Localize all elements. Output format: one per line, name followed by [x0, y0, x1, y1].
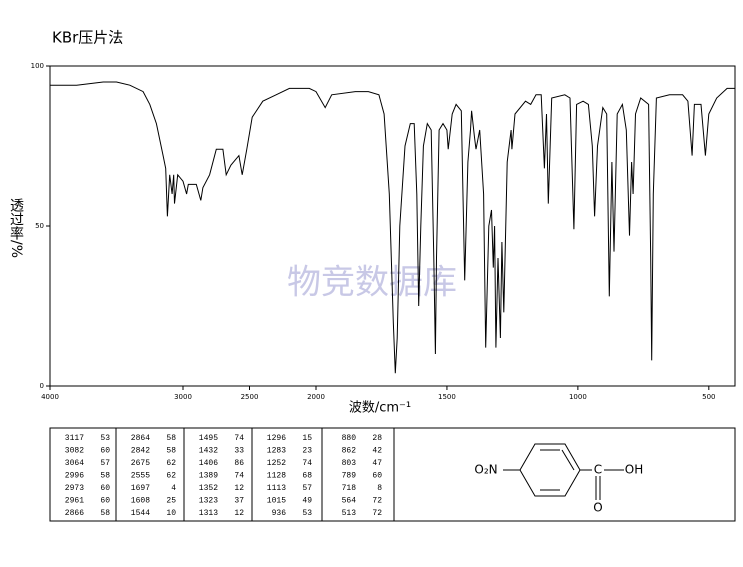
peak-wavenumber: 803 [342, 459, 357, 468]
peak-wavenumber: 1323 [199, 497, 218, 506]
peak-wavenumber: 1389 [199, 472, 218, 481]
peak-wavenumber: 1432 [199, 447, 218, 456]
peak-transmittance: 86 [234, 459, 244, 468]
peak-transmittance: 74 [302, 459, 312, 468]
peak-wavenumber: 3082 [65, 447, 84, 456]
peak-transmittance: 60 [100, 447, 110, 456]
peak-transmittance: 23 [302, 447, 312, 456]
x-tick-label: 3000 [174, 393, 192, 401]
peak-transmittance: 74 [234, 472, 244, 481]
peak-transmittance: 72 [372, 497, 382, 506]
x-tick-label: 1500 [438, 393, 456, 401]
y-tick-label: 100 [31, 62, 44, 70]
peak-wavenumber: 2864 [131, 434, 150, 443]
peak-wavenumber: 3117 [65, 434, 84, 443]
peak-wavenumber: 1015 [267, 497, 286, 506]
structure-label: C [594, 463, 602, 477]
peak-transmittance: 49 [302, 497, 312, 506]
peak-transmittance: 57 [302, 484, 312, 493]
chart-title: KBr压片法 [52, 29, 123, 47]
spectrum-line [50, 81, 735, 374]
peak-wavenumber: 1352 [199, 484, 218, 493]
peak-wavenumber: 2996 [65, 472, 84, 481]
x-tick-label: 2000 [307, 393, 325, 401]
peak-transmittance: 60 [372, 472, 382, 481]
peak-wavenumber: 1406 [199, 459, 218, 468]
peak-wavenumber: 1697 [131, 484, 150, 493]
peak-wavenumber: 1113 [267, 484, 286, 493]
structure-label: O₂N [474, 463, 497, 477]
peak-wavenumber: 880 [342, 434, 357, 443]
peak-wavenumber: 564 [342, 497, 357, 506]
peak-transmittance: 58 [100, 472, 110, 481]
peak-transmittance: 58 [100, 509, 110, 518]
peak-transmittance: 58 [166, 447, 176, 456]
watermark: 物竞数据库 [287, 263, 457, 303]
peak-wavenumber: 2555 [131, 472, 150, 481]
peak-wavenumber: 2675 [131, 459, 150, 468]
peak-transmittance: 12 [234, 509, 244, 518]
peak-transmittance: 8 [377, 484, 382, 493]
peak-wavenumber: 936 [272, 509, 287, 518]
peak-transmittance: 62 [166, 459, 176, 468]
peak-transmittance: 62 [166, 472, 176, 481]
peak-transmittance: 15 [302, 434, 312, 443]
peak-transmittance: 10 [166, 509, 176, 518]
peak-wavenumber: 1544 [131, 509, 150, 518]
peak-transmittance: 53 [302, 509, 312, 518]
y-tick-label: 50 [35, 222, 44, 230]
peak-transmittance: 12 [234, 484, 244, 493]
peak-wavenumber: 2961 [65, 497, 84, 506]
peak-transmittance: 47 [372, 459, 382, 468]
peak-wavenumber: 2866 [65, 509, 84, 518]
x-tick-label: 4000 [41, 393, 59, 401]
peak-transmittance: 72 [372, 509, 382, 518]
peak-wavenumber: 3064 [65, 459, 84, 468]
peak-wavenumber: 1313 [199, 509, 218, 518]
benzene-ring [503, 443, 624, 500]
peak-transmittance: 57 [100, 459, 110, 468]
peak-transmittance: 42 [372, 447, 382, 456]
table-frame [49, 427, 736, 522]
y-axis-label: 透过率/% [8, 198, 24, 258]
x-tick-label: 1000 [569, 393, 587, 401]
peak-transmittance: 53 [100, 434, 110, 443]
peak-transmittance: 28 [372, 434, 382, 443]
peak-wavenumber: 1495 [199, 434, 218, 443]
peak-transmittance: 58 [166, 434, 176, 443]
y-tick-label: 0 [40, 382, 44, 390]
peak-transmittance: 33 [234, 447, 244, 456]
peak-wavenumber: 718 [342, 484, 357, 493]
peak-wavenumber: 1128 [267, 472, 286, 481]
structure-label: OH [625, 463, 643, 477]
peak-transmittance: 60 [100, 497, 110, 506]
x-tick-label: 500 [702, 393, 715, 401]
structure-label: O [593, 501, 602, 515]
peak-wavenumber: 1296 [267, 434, 286, 443]
peak-wavenumber: 1252 [267, 459, 286, 468]
peak-wavenumber: 862 [342, 447, 357, 456]
peak-wavenumber: 2973 [65, 484, 84, 493]
peak-transmittance: 74 [234, 434, 244, 443]
peak-wavenumber: 2842 [131, 447, 150, 456]
peak-transmittance: 68 [302, 472, 312, 481]
peak-wavenumber: 1283 [267, 447, 286, 456]
x-axis-label: 波数/cm⁻¹ [349, 401, 411, 416]
peak-wavenumber: 789 [342, 472, 357, 481]
peak-transmittance: 25 [166, 497, 176, 506]
peak-transmittance: 60 [100, 484, 110, 493]
peak-wavenumber: 513 [342, 509, 357, 518]
peak-transmittance: 37 [234, 497, 244, 506]
peak-transmittance: 4 [171, 484, 176, 493]
x-tick-label: 2500 [241, 393, 259, 401]
peak-wavenumber: 1608 [131, 497, 150, 506]
